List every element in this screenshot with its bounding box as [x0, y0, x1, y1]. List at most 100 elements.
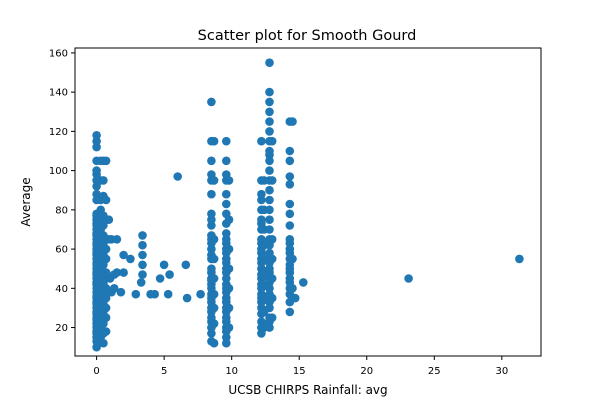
scatter-point [267, 313, 277, 323]
scatter-point [257, 189, 266, 199]
y-tick-label: 120 [49, 127, 68, 138]
scatter-point [222, 333, 231, 342]
chart-title: Scatter plot for Smooth Gourd [198, 28, 417, 44]
scatter-point [131, 289, 141, 299]
scatter-point [112, 268, 122, 277]
scatter-point [265, 166, 274, 175]
scatter-point [101, 327, 111, 336]
scatter-point [285, 156, 295, 166]
scatter-point [265, 284, 274, 293]
scatter-point [101, 313, 111, 323]
scatter-point [285, 172, 295, 181]
scatter-point [119, 268, 128, 277]
scatter-point [138, 250, 147, 260]
y-tick-label: 60 [55, 245, 68, 256]
x-axis-ticks: 0 5 10 15 20 25 30 [93, 356, 508, 377]
scatter-point [285, 274, 295, 283]
scatter-point [265, 215, 274, 224]
y-tick-label: 140 [49, 88, 68, 99]
scatter-point [265, 58, 274, 67]
scatter-point [224, 215, 234, 224]
scatter-point [207, 244, 216, 254]
scatter-point [181, 260, 191, 270]
scatter-point [224, 303, 234, 313]
scatter-point [288, 254, 297, 264]
scatter-point [285, 307, 295, 317]
scatter-point [101, 303, 111, 313]
y-tick-label: 80 [55, 205, 68, 216]
scatter-point [222, 136, 231, 146]
scatter-point [165, 270, 174, 279]
scatter-point [285, 180, 295, 189]
scatter-point [265, 87, 274, 97]
scatter-point [92, 131, 101, 140]
scatter-point [290, 293, 300, 303]
scatter-point [159, 260, 169, 270]
y-tick-label: 20 [55, 323, 68, 334]
scatter-point [285, 244, 295, 254]
scatter-point [267, 136, 277, 146]
scatter-point [150, 289, 159, 299]
scatter-point [288, 284, 297, 293]
scatter-point [265, 97, 274, 107]
scatter-point [209, 254, 219, 264]
scatter-point [265, 185, 274, 195]
x-tick-label: 20 [360, 366, 373, 377]
scatter-point [265, 225, 274, 234]
scatter-point [92, 136, 101, 146]
scatter-point [222, 156, 231, 166]
scatter-point [222, 189, 231, 199]
scatter-point [265, 117, 274, 126]
scatter-point [285, 221, 295, 230]
scatter-point [209, 235, 219, 244]
scatter-point [222, 235, 231, 244]
scatter-point [257, 215, 266, 224]
scatter-point [285, 199, 295, 209]
scatter-point [222, 293, 231, 303]
scatter-point [209, 319, 219, 328]
scatter-point [138, 231, 147, 240]
scatter-point [224, 323, 234, 332]
scatter-point [209, 136, 219, 146]
y-tick-label: 100 [49, 166, 68, 177]
scatter-point [209, 338, 219, 348]
scatter-point [265, 107, 274, 117]
scatter-point [265, 195, 274, 205]
scatter-point [101, 254, 111, 264]
scatter-point [404, 274, 413, 283]
scatter-point [138, 260, 147, 270]
scatter-point [299, 278, 308, 287]
scatter-point [99, 176, 108, 185]
scatter-point [155, 274, 165, 283]
scatter-point [207, 215, 216, 224]
x-tick-label: 0 [93, 366, 99, 377]
scatter-point [138, 270, 147, 279]
x-axis-label: UCSB CHIRPS Rainfall: avg [228, 383, 387, 397]
scatter-point [265, 205, 274, 215]
scatter-point [92, 142, 101, 152]
scatter-point [101, 293, 111, 303]
scatter-point [265, 146, 274, 156]
scatter-point [209, 303, 219, 313]
y-axis-label: Average [19, 177, 33, 226]
scatter-points [92, 58, 524, 352]
scatter-point [207, 97, 216, 107]
scatter-point [285, 209, 295, 219]
x-tick-label: 30 [495, 366, 508, 377]
scatter-point [207, 189, 216, 199]
scatter-point [222, 199, 231, 209]
scatter-point [104, 215, 114, 224]
y-tick-label: 160 [49, 48, 68, 59]
x-tick-label: 25 [428, 366, 441, 377]
scatter-point [224, 284, 234, 293]
scatter-point [101, 195, 111, 205]
y-tick-label: 40 [55, 284, 68, 295]
scatter-point [515, 254, 524, 264]
scatter-point [207, 209, 216, 219]
scatter-point [265, 127, 274, 136]
scatter-point [224, 264, 234, 274]
scatter-point [209, 289, 219, 299]
